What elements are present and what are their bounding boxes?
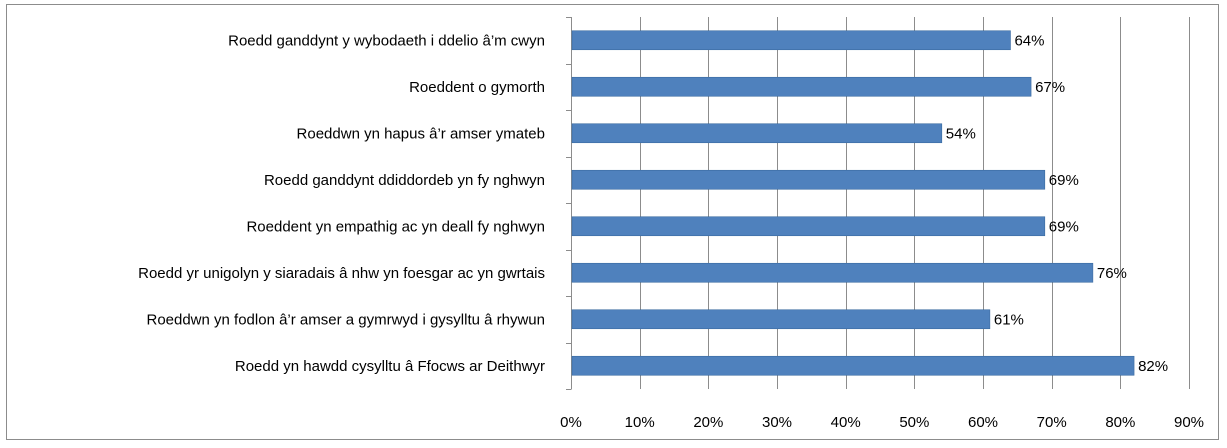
- data-label: 82%: [1138, 358, 1168, 375]
- category-label: Roeddwn yn hapus â’r amser ymateb: [297, 125, 545, 142]
- bar: [571, 309, 991, 330]
- data-label: 69%: [1049, 172, 1079, 189]
- data-label: 54%: [946, 125, 976, 142]
- data-label: 64%: [1014, 32, 1044, 49]
- category-label: Roedd ganddynt ddiddordeb yn fy nghwyn: [264, 172, 545, 189]
- x-tick-label: 60%: [968, 414, 998, 431]
- x-tick-label: 50%: [899, 414, 929, 431]
- x-tick-label: 30%: [762, 414, 792, 431]
- category-label: Roeddent o gymorth: [409, 79, 545, 96]
- x-tick-label: 70%: [1037, 414, 1067, 431]
- bar: [571, 123, 943, 144]
- category-label: Roedd yn hawdd cysylltu â Ffocws ar Deit…: [235, 358, 545, 375]
- category-label: Roedd ganddynt y wybodaeth i ddelio â’m …: [228, 32, 545, 49]
- bar: [571, 262, 1094, 283]
- x-tick-label: 40%: [831, 414, 861, 431]
- x-tick-label: 20%: [693, 414, 723, 431]
- x-tick-label: 10%: [625, 414, 655, 431]
- category-label: Roeddwn yn fodlon â’r amser a gymrwyd i …: [146, 311, 545, 328]
- category-label: Roeddent yn empathig ac yn deall fy nghw…: [246, 218, 545, 235]
- data-label: 61%: [994, 311, 1024, 328]
- x-tick-label: 90%: [1174, 414, 1204, 431]
- x-tick-label: 0%: [560, 414, 582, 431]
- data-label: 69%: [1049, 218, 1079, 235]
- category-label: Roedd yr unigolyn y siaradais â nhw yn f…: [138, 265, 545, 282]
- bar: [571, 355, 1135, 376]
- bar: [571, 76, 1032, 97]
- data-label: 76%: [1097, 265, 1127, 282]
- x-tick-label: 80%: [1105, 414, 1135, 431]
- bar: [571, 216, 1046, 237]
- bar: [571, 30, 1011, 51]
- data-label: 67%: [1035, 79, 1065, 96]
- bar: [571, 169, 1046, 190]
